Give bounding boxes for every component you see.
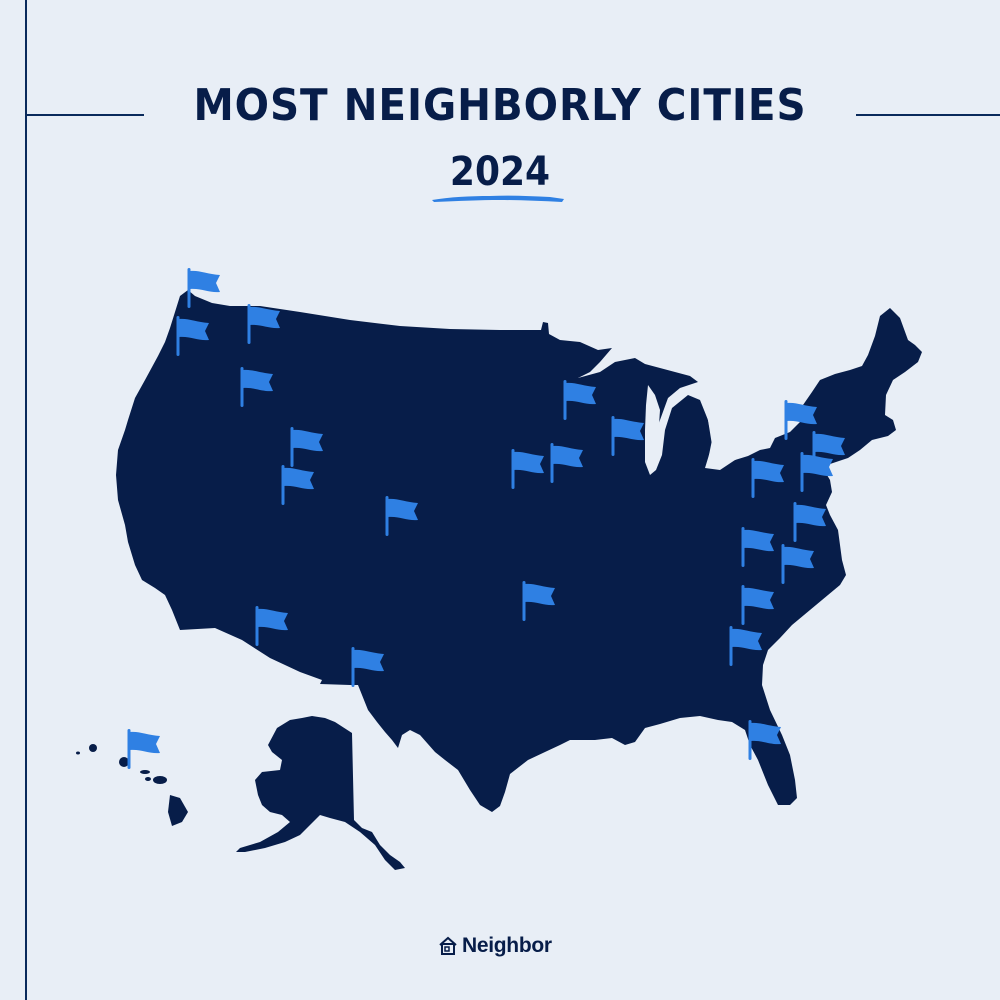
flag-icon	[748, 720, 781, 760]
flag-icon	[800, 452, 833, 492]
flag-icon	[793, 502, 826, 542]
flag-icon	[611, 416, 644, 456]
flag-icon	[563, 380, 596, 420]
flag-icon	[240, 367, 273, 407]
year-heading: 2024	[449, 149, 551, 195]
flag-icon	[741, 585, 774, 625]
alaska-shape	[236, 716, 405, 870]
neighbor-logo: Neighbor	[438, 934, 552, 958]
title-rule-right	[856, 114, 1000, 116]
contiguous-us-shape	[116, 290, 922, 812]
brand-name: Neighbor	[462, 934, 552, 957]
flag-icon	[511, 449, 544, 489]
flag-icon	[127, 729, 160, 769]
flag-icon	[784, 400, 817, 440]
page-title: MOST NEIGHBORLY CITIES	[193, 80, 807, 131]
lake-michigan	[645, 385, 660, 475]
hawaii-islands	[76, 744, 188, 826]
flag-icon	[351, 647, 384, 687]
flag-icon	[281, 465, 314, 505]
flag-icon	[751, 458, 784, 498]
flag-icon	[729, 626, 762, 666]
brush-underline	[432, 195, 564, 202]
flag-icon	[522, 581, 555, 621]
city-flags	[127, 268, 845, 769]
flag-icon	[385, 496, 418, 536]
house-icon	[439, 936, 457, 955]
flag-icon	[255, 606, 288, 646]
flag-icon	[290, 427, 323, 467]
lake-huron-erie	[700, 395, 775, 465]
title-rule-left	[25, 114, 144, 116]
left-vertical-rule	[25, 0, 27, 1000]
flag-icon	[550, 443, 583, 483]
flag-icon	[781, 544, 814, 584]
flag-icon	[187, 268, 220, 308]
flag-icon	[176, 316, 209, 356]
flag-icon	[741, 527, 774, 567]
flag-icon	[247, 304, 280, 344]
